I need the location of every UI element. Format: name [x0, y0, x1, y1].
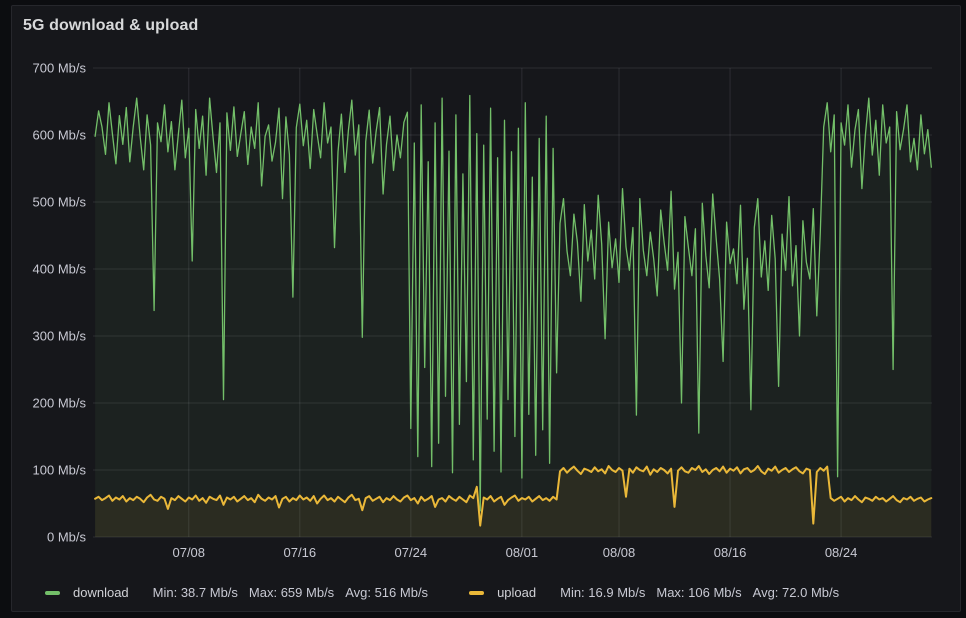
- y-tick-label: 0 Mb/s: [47, 530, 87, 545]
- x-tick-label: 07/24: [395, 545, 428, 560]
- upload-line: [94, 465, 933, 527]
- download-series-name[interactable]: download: [73, 585, 129, 600]
- y-tick-label: 400 Mb/s: [33, 262, 87, 277]
- panel-title: 5G download & upload: [23, 17, 199, 34]
- y-tick-label: 300 Mb/s: [33, 329, 87, 344]
- download-series-swatch: [45, 590, 60, 595]
- upload-series-name[interactable]: upload: [497, 585, 537, 600]
- legend-entry-download[interactable]: download Min: 38.7 Mb/s Max: 659 Mb/s Av…: [45, 585, 439, 600]
- download-min-stat: Min: 38.7 Mb/s: [152, 585, 238, 600]
- y-tick-label: 200 Mb/s: [33, 396, 87, 411]
- timeseries-panel: 5G download & upload download Min: 38.7 …: [11, 5, 961, 612]
- x-tick-label: 08/08: [603, 545, 636, 560]
- download-avg-stat: Avg: 516 Mb/s: [345, 585, 429, 600]
- download-line: [94, 94, 932, 512]
- x-tick-label: 08/16: [714, 545, 747, 560]
- x-tick-label: 08/01: [506, 545, 539, 560]
- x-tick-label: 08/24: [825, 545, 858, 560]
- legend: download Min: 38.7 Mb/s Max: 659 Mb/s Av…: [45, 585, 965, 600]
- upload-avg-stat: Avg: 72.0 Mb/s: [752, 585, 840, 600]
- download-max-stat: Max: 659 Mb/s: [248, 585, 335, 600]
- y-tick-label: 700 Mb/s: [33, 61, 87, 76]
- upload-series-swatch: [469, 590, 485, 595]
- y-tick-label: 100 Mb/s: [33, 463, 87, 478]
- upload-area-fill: [95, 466, 932, 537]
- y-tick-label: 500 Mb/s: [33, 195, 87, 210]
- upload-max-stat: Max: 106 Mb/s: [656, 585, 742, 600]
- legend-entry-upload[interactable]: upload Min: 16.9 Mb/s Max: 106 Mb/s Avg:…: [469, 585, 850, 600]
- x-tick-label: 07/08: [172, 545, 205, 560]
- y-tick-label: 600 Mb/s: [33, 128, 87, 143]
- upload-min-stat: Min: 16.9 Mb/s: [560, 585, 646, 600]
- x-tick-label: 07/16: [284, 545, 317, 560]
